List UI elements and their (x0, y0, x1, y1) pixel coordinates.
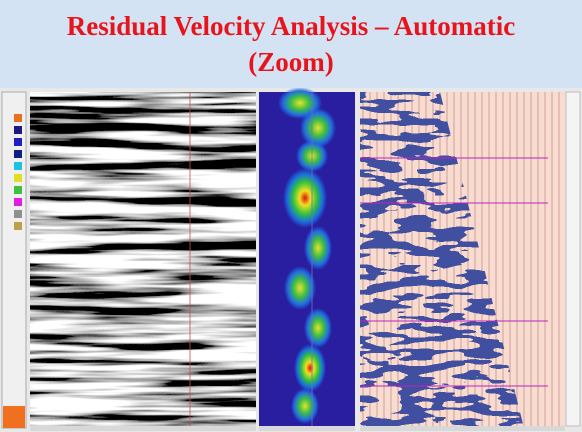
tool-button[interactable] (14, 186, 22, 194)
semblance-peak (304, 308, 332, 348)
semblance-peak (294, 344, 326, 392)
semblance-peak (300, 108, 336, 148)
semblance-panel (259, 88, 355, 431)
tool-button[interactable] (14, 162, 22, 170)
tool-button[interactable] (14, 174, 22, 182)
seismic-image (30, 92, 256, 426)
screenshot (0, 88, 582, 432)
tool-button[interactable] (14, 114, 22, 122)
tool-button[interactable] (14, 126, 22, 134)
slide-title: Residual Velocity Analysis – Automatic (66, 11, 516, 41)
seismic-panel (30, 92, 256, 431)
semblance-peak (283, 168, 327, 228)
tool-button[interactable] (14, 150, 22, 158)
semblance-peak (291, 388, 319, 424)
tool-button[interactable] (14, 138, 22, 146)
semblance-peak (284, 266, 316, 310)
scrollbar[interactable] (259, 426, 355, 431)
scrollbar[interactable] (30, 426, 256, 431)
gather-panel (360, 92, 565, 431)
toolbar[interactable] (1, 91, 27, 429)
vertical-scrollbar[interactable] (565, 91, 581, 427)
tool-button[interactable] (14, 210, 22, 218)
tool-button[interactable] (14, 198, 22, 206)
slide-subtitle: (Zoom) (248, 47, 334, 77)
toolbar-panel (1, 91, 27, 429)
tool-button[interactable] (3, 406, 25, 428)
scrollbar[interactable] (360, 426, 565, 431)
tool-button[interactable] (14, 222, 22, 230)
semblance-peak (304, 226, 332, 270)
